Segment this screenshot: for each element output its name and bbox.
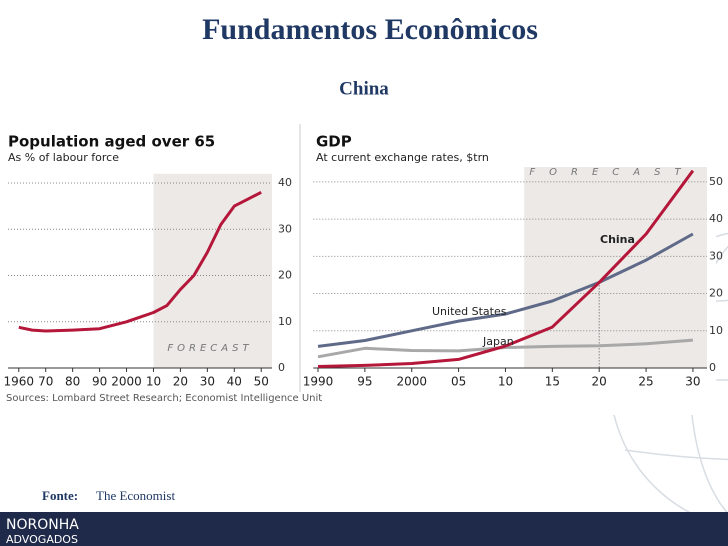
y-tick-label: 40	[278, 176, 292, 189]
y-tick-label: 30	[278, 222, 292, 235]
x-tick-label: 95	[357, 375, 372, 389]
x-tick-label: 2000	[111, 375, 142, 389]
logo-line1: NORONHA	[6, 517, 79, 533]
x-tick-label: 30	[200, 375, 215, 389]
series-label: China	[600, 233, 635, 246]
series-label: United States	[432, 305, 507, 318]
x-tick-label: 1990	[303, 375, 334, 389]
x-tick-label: 70	[38, 375, 53, 389]
series-label: Japan	[482, 335, 514, 348]
y-tick-label: 30	[709, 249, 723, 262]
x-tick-label: 10	[498, 375, 513, 389]
chart-subtitle: At current exchange rates, $trn	[316, 151, 489, 164]
series-line	[317, 169, 695, 368]
footer-bar	[0, 512, 728, 546]
x-tick-label: 80	[65, 375, 80, 389]
chart-subtitle: As % of labour force	[8, 151, 119, 164]
y-tick-label: 20	[278, 269, 292, 282]
x-tick-label: 40	[227, 375, 242, 389]
y-tick-label: 40	[709, 212, 723, 225]
y-tick-label: 20	[709, 287, 723, 300]
series-line	[317, 232, 694, 348]
forecast-label: FORECAST	[167, 343, 252, 354]
x-tick-label: 1960	[4, 375, 35, 389]
slide-subtitle: China	[339, 78, 389, 99]
forecast-label: FORECAST	[529, 167, 694, 178]
forecast-shade	[153, 173, 272, 368]
source: The Economist	[96, 488, 175, 503]
x-tick-label: 50	[254, 375, 269, 389]
y-tick-label: 10	[709, 324, 723, 337]
x-tick-label: 20	[173, 375, 188, 389]
x-tick-label: 25	[638, 375, 653, 389]
source-label: Fonte:	[42, 488, 78, 503]
x-tick-label: 05	[451, 375, 466, 389]
y-tick-label: 0	[278, 361, 285, 374]
x-tick-label: 30	[685, 375, 700, 389]
y-tick-label: 10	[278, 315, 292, 328]
y-tick-label: 0	[709, 361, 716, 374]
slide-title: Fundamentos Econômicos	[202, 13, 538, 46]
y-tick-label: 50	[709, 175, 723, 188]
x-tick-label: 20	[592, 375, 607, 389]
logo-line2: ADVOGADOS	[6, 533, 78, 546]
chart-title: GDP	[316, 133, 352, 151]
x-tick-label: 15	[545, 375, 560, 389]
series-line	[18, 190, 262, 333]
x-tick-label: 10	[146, 375, 161, 389]
chart-title: Population aged over 65	[8, 133, 215, 151]
x-tick-label: 2000	[396, 375, 427, 389]
chart-source: Sources: Lombard Street Research; Econom…	[6, 393, 322, 404]
x-tick-label: 90	[92, 375, 107, 389]
